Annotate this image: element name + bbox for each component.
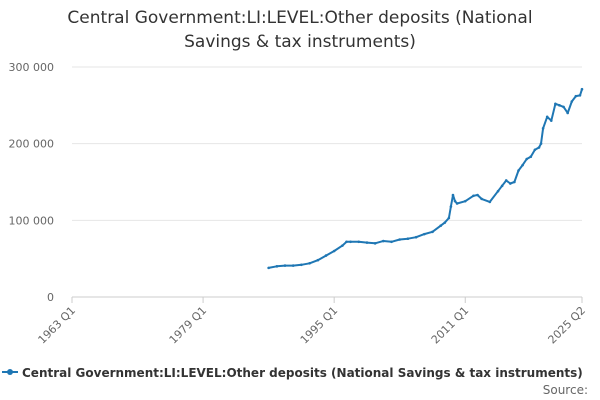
data-point[interactable] xyxy=(382,239,385,243)
data-point[interactable] xyxy=(324,254,328,257)
data-point[interactable] xyxy=(541,127,545,130)
data-point[interactable] xyxy=(275,265,279,268)
plot-area xyxy=(267,87,584,270)
data-point[interactable] xyxy=(291,264,295,267)
data-point[interactable] xyxy=(357,240,361,244)
data-point[interactable] xyxy=(398,238,402,241)
data-point[interactable] xyxy=(308,261,311,265)
chart-title: Central Government:LI:LEVEL:Other deposi… xyxy=(0,6,600,54)
data-point[interactable] xyxy=(566,111,569,115)
data-point[interactable] xyxy=(570,100,574,103)
x-tick-label: 1995 Q1 xyxy=(298,304,341,347)
y-tick-label: 0 xyxy=(47,291,54,304)
data-point[interactable] xyxy=(267,266,270,270)
x-tick-label: 2011 Q1 xyxy=(429,304,472,347)
x-tick-label: 1979 Q1 xyxy=(167,304,210,347)
data-point[interactable] xyxy=(496,189,500,193)
data-point[interactable] xyxy=(558,104,561,107)
legend-label: Central Government:LI:LEVEL:Other deposi… xyxy=(22,366,583,380)
chart-title-line-2: Savings & tax instruments) xyxy=(184,32,416,52)
data-point[interactable] xyxy=(504,179,508,182)
data-point[interactable] xyxy=(332,249,336,253)
data-point[interactable] xyxy=(451,193,455,197)
data-point[interactable] xyxy=(439,224,442,227)
data-point[interactable] xyxy=(373,242,377,245)
data-point[interactable] xyxy=(341,244,344,247)
data-point[interactable] xyxy=(517,169,520,172)
data-point[interactable] xyxy=(545,115,549,119)
source-label: Source: xyxy=(543,383,588,397)
data-point[interactable] xyxy=(488,200,492,204)
x-tick-label: 1963 Q1 xyxy=(36,304,79,347)
data-point[interactable] xyxy=(578,94,582,97)
data-point[interactable] xyxy=(300,263,303,267)
data-point[interactable] xyxy=(480,197,483,201)
data-point[interactable] xyxy=(414,235,418,239)
data-point[interactable] xyxy=(549,119,553,122)
gridlines xyxy=(72,66,582,221)
legend-point-marker xyxy=(7,369,13,375)
y-axis-ticks: 0 100 000 200 000 300 000 xyxy=(9,61,55,304)
data-point[interactable] xyxy=(472,194,475,198)
data-point[interactable] xyxy=(431,230,434,234)
data-point[interactable] xyxy=(537,146,541,149)
data-point[interactable] xyxy=(422,232,426,236)
data-point[interactable] xyxy=(390,240,393,244)
data-point[interactable] xyxy=(463,199,467,203)
data-point[interactable] xyxy=(500,184,504,188)
data-point[interactable] xyxy=(316,258,320,262)
y-tick-label: 200 000 xyxy=(9,138,55,151)
data-point[interactable] xyxy=(513,180,516,184)
data-point[interactable] xyxy=(533,148,537,152)
data-point[interactable] xyxy=(476,193,479,197)
data-point[interactable] xyxy=(345,240,348,244)
data-point[interactable] xyxy=(283,264,287,267)
series-line xyxy=(268,88,583,269)
data-point[interactable] xyxy=(580,87,584,91)
data-point[interactable] xyxy=(443,221,447,224)
data-point[interactable] xyxy=(554,102,557,106)
data-point[interactable] xyxy=(529,155,533,158)
legend[interactable]: Central Government:LI:LEVEL:Other deposi… xyxy=(2,366,583,380)
y-tick-label: 300 000 xyxy=(9,61,55,74)
x-axis: 1963 Q1 1979 Q1 1995 Q1 2011 Q1 2025 Q2 xyxy=(36,296,589,347)
data-point[interactable] xyxy=(453,199,457,203)
data-point[interactable] xyxy=(521,163,524,167)
x-tick-label: 2025 Q2 xyxy=(546,304,589,347)
data-point[interactable] xyxy=(406,237,410,241)
data-point[interactable] xyxy=(562,105,565,109)
data-point[interactable] xyxy=(525,157,528,161)
data-point[interactable] xyxy=(455,202,459,205)
data-point[interactable] xyxy=(349,240,352,244)
y-tick-label: 100 000 xyxy=(9,214,55,227)
data-point[interactable] xyxy=(365,241,369,244)
data-point[interactable] xyxy=(509,182,512,185)
data-point[interactable] xyxy=(574,94,578,98)
data-point[interactable] xyxy=(447,216,451,220)
data-point[interactable] xyxy=(449,205,453,208)
data-point[interactable] xyxy=(539,142,543,145)
chart-title-line-1: Central Government:LI:LEVEL:Other deposi… xyxy=(67,8,533,28)
